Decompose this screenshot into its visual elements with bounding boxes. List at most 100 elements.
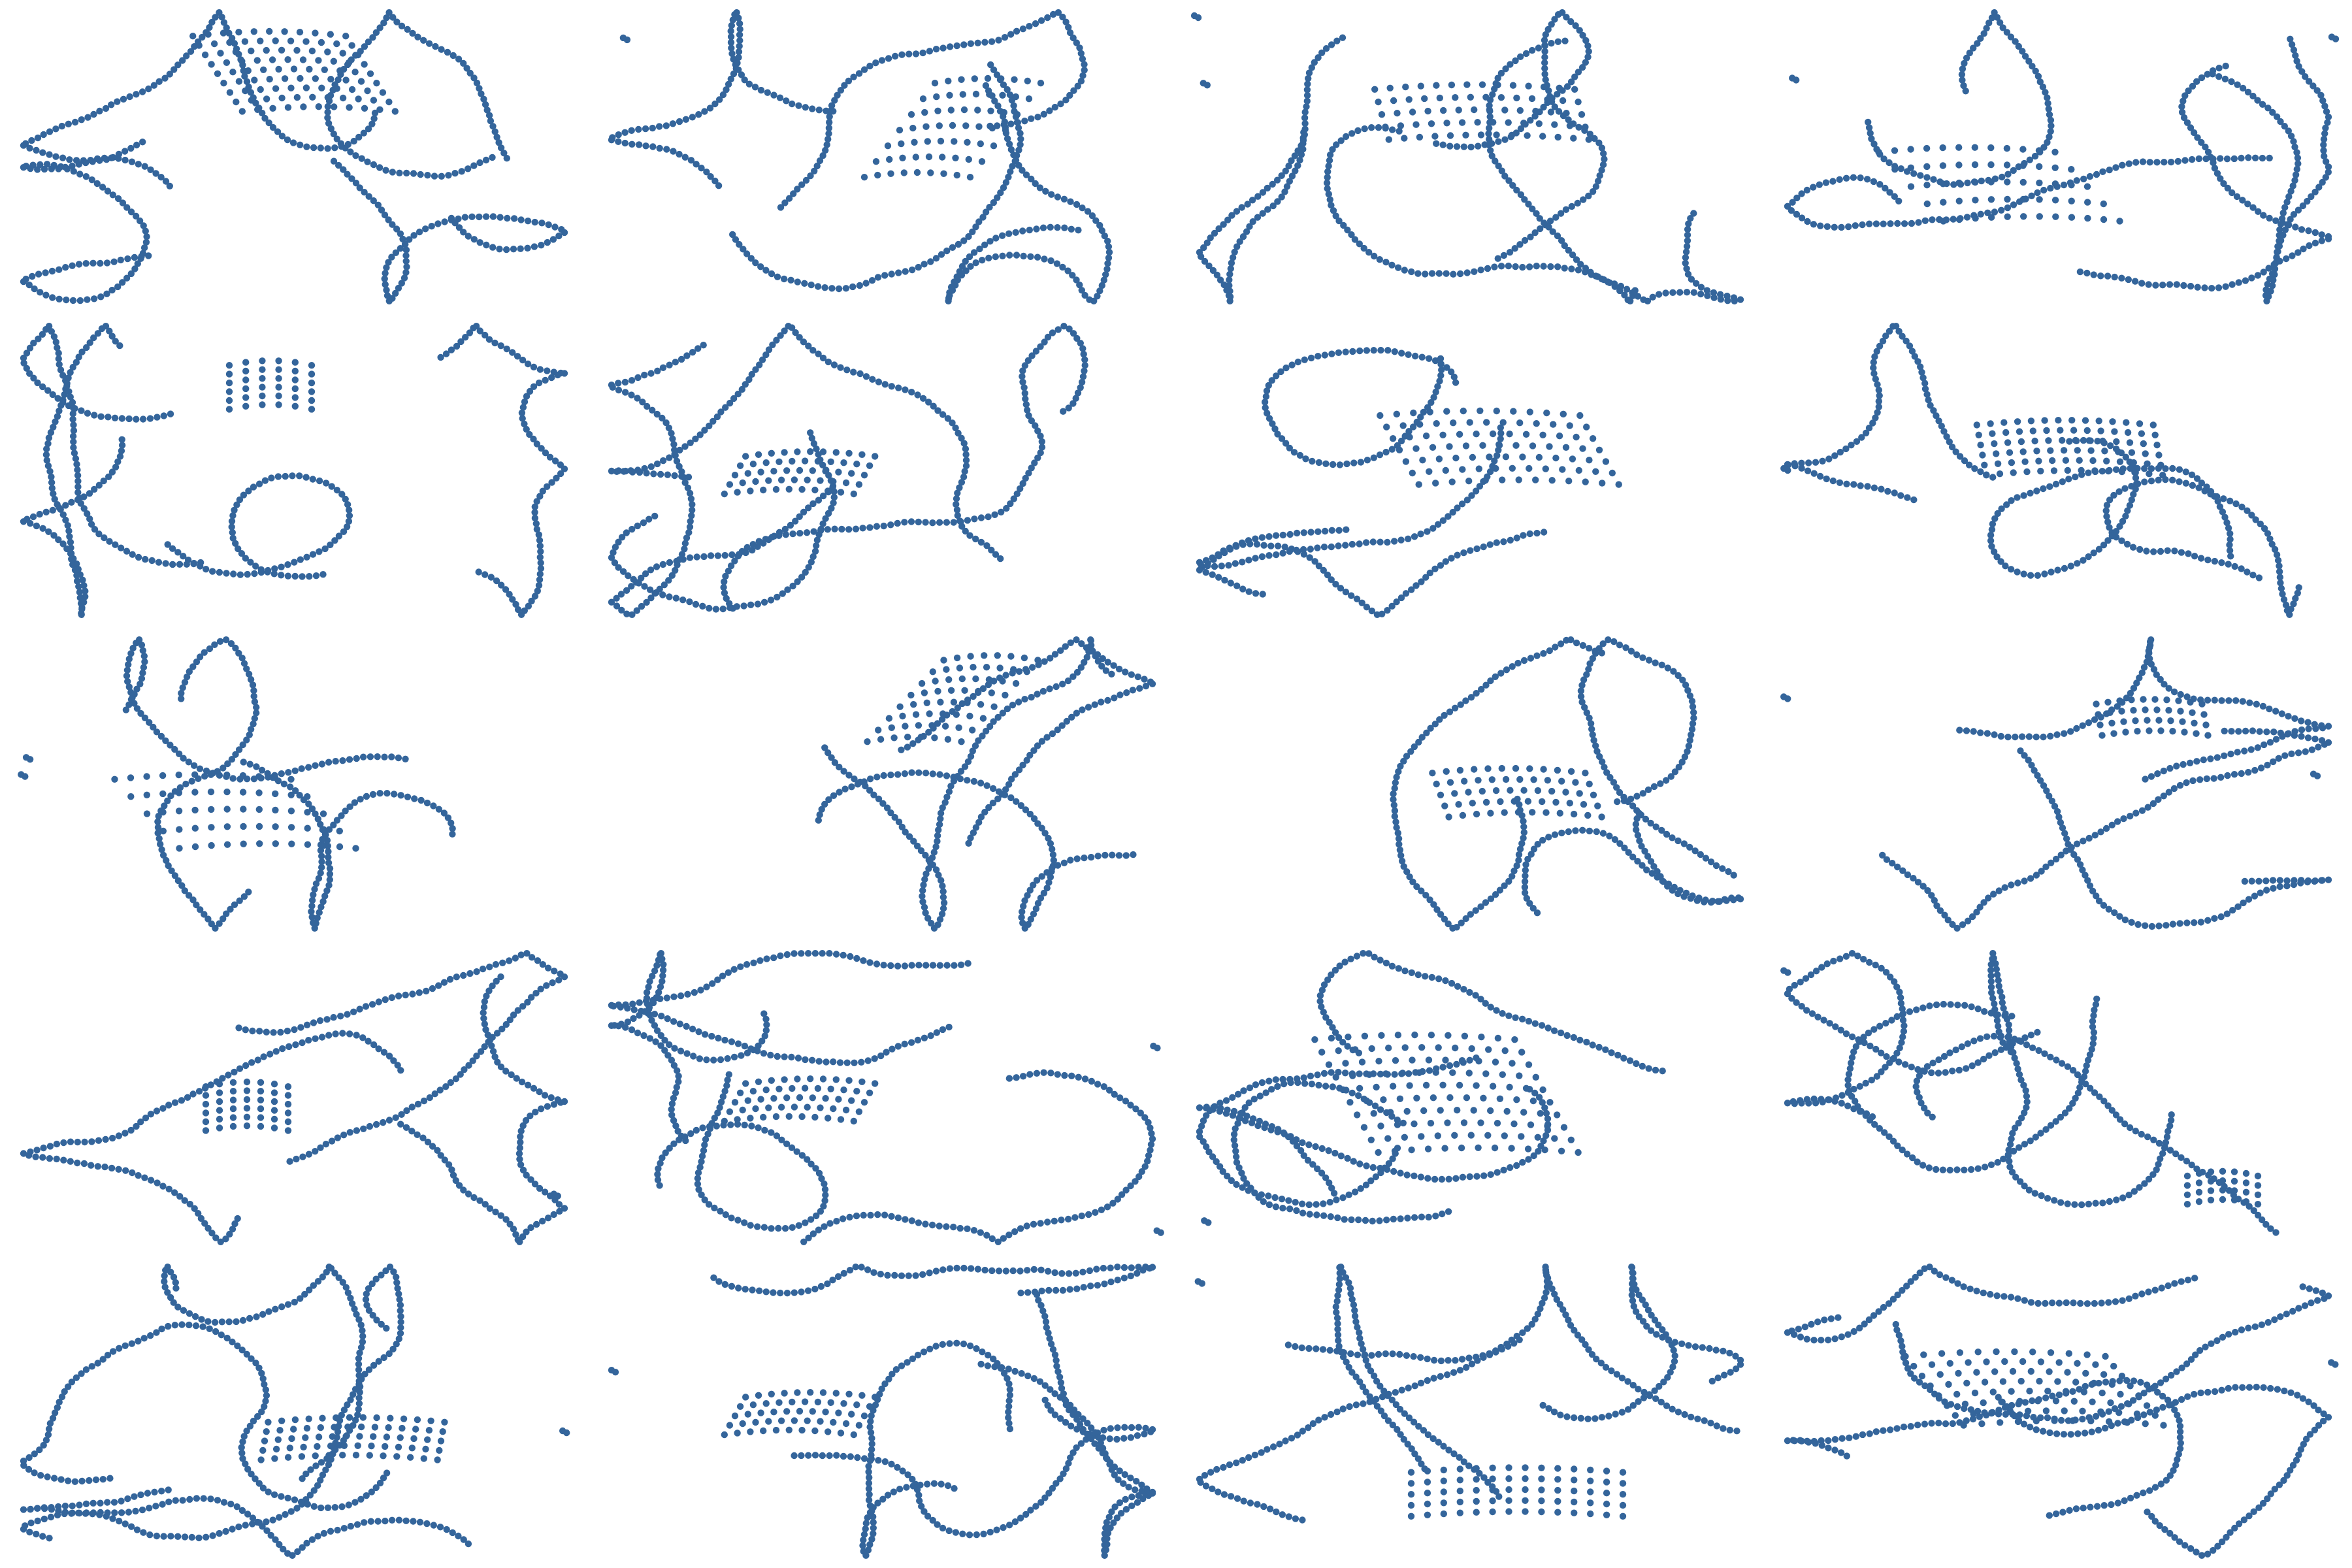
graph-node: [1301, 114, 1309, 122]
graph-node: [713, 413, 721, 421]
graph-node: [862, 280, 870, 287]
graph-node: [316, 548, 323, 555]
graph-node: [361, 43, 368, 50]
graph-node: [88, 176, 95, 184]
graph-node: [1088, 212, 1096, 220]
graph-node: [1000, 108, 1007, 116]
graph-node: [35, 335, 42, 342]
graph-node: [693, 553, 700, 561]
graph-node: [1039, 224, 1047, 231]
graph-node: [225, 362, 233, 369]
graph-node: [1044, 14, 1051, 22]
network-graph: [608, 323, 1088, 618]
graph-node: [1348, 130, 1356, 137]
graph-node: [45, 528, 52, 535]
graph-node: [225, 406, 233, 413]
graph-node: [365, 193, 372, 200]
graph-node: [212, 14, 219, 21]
graph-node: [70, 444, 77, 451]
graph-node: [1070, 87, 1077, 94]
graph-node: [2292, 223, 2299, 231]
graph-node: [315, 57, 322, 64]
graph-node: [1041, 255, 1048, 263]
graph-node: [1961, 59, 1968, 67]
graph-node: [335, 532, 343, 540]
graph-node: [742, 381, 749, 388]
graph-node: [2311, 239, 2319, 247]
graph-node: [922, 519, 929, 526]
graph-node: [62, 516, 69, 524]
graph-node: [145, 85, 152, 93]
graph-node: [1526, 263, 1533, 270]
graph-node: [259, 375, 266, 382]
graph-node: [822, 468, 829, 475]
graph-node: [1092, 217, 1100, 224]
graph-node: [834, 91, 841, 99]
graph-node: [800, 508, 808, 515]
graph-node: [642, 125, 649, 133]
graph-node: [264, 568, 271, 576]
graph-node: [2119, 161, 2126, 169]
graph-node: [734, 552, 742, 560]
graph-node: [62, 264, 69, 271]
graph-node: [534, 587, 541, 595]
graph-node: [2048, 122, 2055, 129]
graph-node: [1353, 595, 1361, 602]
graph-node: [647, 463, 655, 470]
graph-node: [368, 120, 376, 127]
graph-node: [46, 128, 54, 135]
graph-node: [84, 296, 91, 303]
graph-node: [55, 355, 63, 363]
graph-node: [1025, 412, 1032, 419]
graph-node: [966, 532, 973, 539]
graph-node: [1384, 607, 1391, 614]
graph-node: [259, 366, 266, 373]
graph-node: [278, 563, 285, 570]
graph-node: [1081, 356, 1088, 363]
graph-node: [1533, 263, 1540, 270]
graph-node: [1490, 119, 1497, 126]
graph-node: [1340, 221, 1347, 229]
node-layer: [1784, 9, 2340, 304]
graph-node: [265, 119, 272, 127]
graph-node: [703, 169, 710, 176]
graph-node: [747, 487, 754, 495]
graph-node: [322, 480, 330, 487]
graph-node: [779, 590, 786, 597]
graph-node: [255, 480, 263, 487]
graph-node: [297, 141, 304, 148]
graph-node: [120, 95, 127, 103]
graph-node: [1202, 568, 1209, 576]
graph-node: [953, 495, 960, 502]
graph-node: [371, 109, 379, 117]
graph-node: [1225, 292, 1233, 299]
graph-node: [451, 220, 459, 227]
graph-node: [1683, 242, 1691, 250]
graph-node: [934, 407, 941, 414]
graph-node: [2242, 277, 2249, 284]
graph-node: [2313, 87, 2321, 94]
graph-node: [1627, 297, 1634, 304]
graph-node: [325, 120, 333, 127]
graph-node: [55, 350, 62, 357]
graph-node: [2285, 127, 2292, 135]
graph-node: [2032, 67, 2039, 75]
graph-node: [1541, 71, 1548, 78]
graph-node: [1999, 173, 2006, 181]
graph-node: [26, 370, 33, 377]
graph-node: [805, 564, 812, 571]
graph-node: [74, 483, 82, 491]
graph-node: [385, 297, 393, 304]
graph-node: [681, 540, 689, 547]
graph-node: [248, 97, 255, 104]
graph-node: [1348, 592, 1355, 599]
graph-node: [927, 169, 934, 176]
graph-node: [1891, 166, 1899, 173]
graph-node: [235, 29, 242, 36]
graph-node: [955, 240, 962, 248]
graph-node: [154, 414, 161, 421]
graph-node: [1413, 121, 1420, 128]
graph-node: [383, 264, 390, 271]
graph-node: [240, 491, 248, 498]
graph-node: [338, 143, 345, 150]
